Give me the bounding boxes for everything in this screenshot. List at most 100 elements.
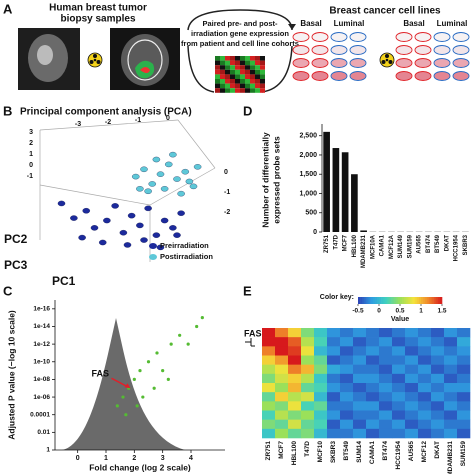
y-tick-label: 1e-08 [33, 376, 50, 383]
bar [341, 152, 349, 232]
culture-dish [414, 32, 432, 42]
thumbnail-cell [225, 69, 230, 75]
heatmap-cell [392, 346, 406, 356]
culture-dish [349, 71, 367, 81]
heatmap-cell [457, 392, 471, 402]
culture-dish [311, 71, 329, 81]
axis-label: PC2 [4, 232, 28, 246]
thumbnail-cell [260, 74, 265, 79]
thumbnail-cell [245, 65, 250, 70]
heatmap-cell [405, 337, 419, 347]
bar [360, 230, 367, 232]
column-label: CAMA1 [369, 441, 376, 464]
heatmap-cell [314, 401, 328, 411]
heatmap-cell [418, 355, 432, 365]
axis-tick-label: 0 [166, 115, 170, 122]
legend-swatch [149, 243, 157, 249]
color-key-swatch [385, 297, 388, 304]
section-title: Human breast tumor [49, 3, 147, 14]
color-key-swatch [389, 297, 392, 304]
heatmap-cell [353, 410, 367, 420]
heatmap-cell [457, 419, 471, 430]
heatmap-cell [366, 410, 380, 420]
color-key-swatch [421, 297, 424, 304]
thumbnail-cell [255, 88, 260, 93]
heatmap-cell [288, 373, 302, 384]
pca-point [156, 171, 165, 177]
pca-box [39, 119, 216, 262]
x-tick-label: HCC1954 [454, 234, 460, 261]
heatmap-cell [275, 328, 289, 338]
contour [127, 39, 163, 81]
thumbnail-cell [220, 56, 225, 61]
pca-point [90, 225, 99, 231]
heatmap-cell [262, 364, 276, 375]
x-tick-label: MCF7 [343, 234, 349, 251]
heatmap-cell [340, 419, 354, 430]
heatmap-cell [379, 328, 393, 338]
column-label: MCF7 [278, 441, 285, 459]
color-key-swatch [423, 297, 426, 304]
thumbnail-cell [245, 74, 250, 79]
thumbnail-cell [240, 88, 245, 93]
axis-tick-label: 3 [29, 129, 33, 136]
heatmap-cell [301, 373, 315, 384]
heatmap-cell [340, 410, 354, 420]
heatmap-cell [444, 392, 458, 402]
culture-dish [414, 71, 432, 81]
radiation-icon [379, 52, 395, 68]
heatmap-cell [340, 401, 354, 411]
color-key-swatch [374, 297, 378, 304]
heatmap-cell [288, 337, 302, 347]
cycle-text: Paired pre- and post- [202, 19, 278, 28]
column-label: BT474 [382, 441, 389, 461]
pca-point [160, 186, 169, 192]
heatmap-cell [405, 383, 419, 393]
thumbnail-cell [225, 65, 230, 70]
x-tick-label: SUM149 [398, 234, 404, 258]
thumbnail-cell [245, 79, 250, 84]
thumbnail-cell [225, 74, 230, 79]
heatmap-cell [301, 419, 315, 430]
heatmap-cell [418, 419, 432, 430]
thumbnail-cell [235, 74, 240, 79]
heatmap-cell [340, 373, 354, 384]
thumbnail-cell [220, 60, 225, 66]
heatmap-cell [288, 428, 302, 439]
axis-tick-label: -1 [135, 117, 141, 124]
heatmap-cell [405, 428, 419, 439]
y-axis-label: Number of differentially [260, 132, 270, 228]
axis-label: PC3 [4, 258, 28, 272]
heatmap-cell [405, 401, 419, 411]
heatmap-cell [314, 383, 328, 393]
section-title: Breast cancer cell lines [329, 6, 441, 17]
x-tick-label: SUM159 [407, 234, 413, 258]
thumbnail-cell [250, 88, 255, 93]
axis-tick-label: 2 [29, 140, 33, 147]
thumbnail-cell [255, 65, 260, 70]
chart-title: Principal component analysis (PCA) [20, 107, 192, 118]
culture-dish [433, 71, 451, 81]
axis-tick-label: -1 [27, 173, 33, 180]
legend-swatch [149, 254, 157, 260]
y-tick-label: 1,000 [299, 190, 317, 197]
legend-label: Preirradiation [160, 241, 209, 250]
heatmap-cell [366, 428, 380, 439]
culture-dish [452, 71, 470, 81]
thumbnail-cell [220, 74, 225, 79]
heatmap-cell [314, 373, 328, 384]
thumbnail-cell [225, 60, 230, 66]
x-tick-label: BT549 [435, 234, 441, 253]
heatmap-cell [275, 337, 289, 347]
pca-point [156, 244, 165, 251]
heatmap-cell [327, 401, 341, 411]
color-key-tick-label: -0.5 [352, 308, 364, 315]
pca-point [173, 176, 181, 182]
heatmap-cell [444, 383, 458, 393]
heatmap-cell [262, 419, 276, 430]
heatmap-cell [327, 419, 341, 430]
tissue [37, 45, 53, 65]
heatmap-cell [288, 410, 302, 420]
column-label: AU565 [408, 441, 415, 462]
pca-point [152, 156, 161, 163]
